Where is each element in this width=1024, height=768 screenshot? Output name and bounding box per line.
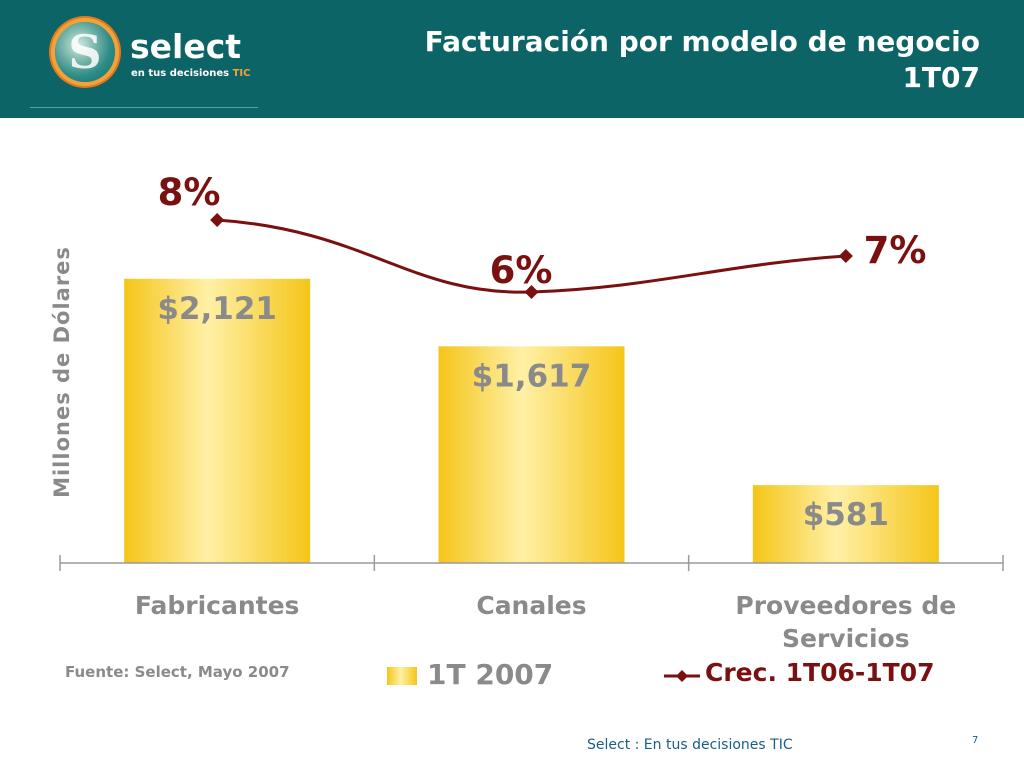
footer-text: Select : En tus decisiones TIC [587,737,793,753]
logo-wordmark: select [130,27,242,66]
logo-tagline-text: en tus decisiones [131,68,230,79]
bar-2 [752,485,939,563]
bar-0 [124,278,311,563]
page-number: 7 [972,735,979,746]
growth-point-1 [524,285,539,299]
category-label-2-line1: Servicios [782,624,910,653]
bar-value-label-0: $2,121 [157,291,277,327]
category-label-1: Canales [476,591,586,620]
slide-title-line1: Facturación por modelo de negocio [424,25,980,58]
source-note: Fuente: Select, Mayo 2007 [65,663,290,681]
bar-1 [438,346,625,563]
slide-title: Facturación por modelo de negocio 1T07 [280,24,980,96]
legend-line-label: Crec. 1T06-1T07 [705,658,935,687]
header-divider [30,107,258,108]
logo-tagline: en tus decisiones TIC [131,68,251,80]
logo-tagline-accent: TIC [232,68,251,79]
growth-label-0: 8% [158,171,221,214]
growth-point-2 [838,249,853,263]
legend-bar-label: 1T 2007 [427,658,554,691]
growth-label-1: 6% [490,249,553,292]
category-label-2-line0: Proveedores de [735,591,956,620]
category-label-0: Fabricantes [135,591,300,620]
bar-value-label-2: $581 [803,497,889,533]
header-bar: S select en tus decisiones TIC Facturaci… [0,0,1024,118]
growth-label-2: 7% [864,229,927,272]
legend-bar-swatch [387,667,417,685]
legend-line-swatch [664,670,700,682]
slide-title-line2: 1T07 [902,61,980,94]
bar-value-label-1: $1,617 [472,358,592,394]
growth-point-0 [210,213,225,227]
select-logo-icon: S [55,22,115,82]
